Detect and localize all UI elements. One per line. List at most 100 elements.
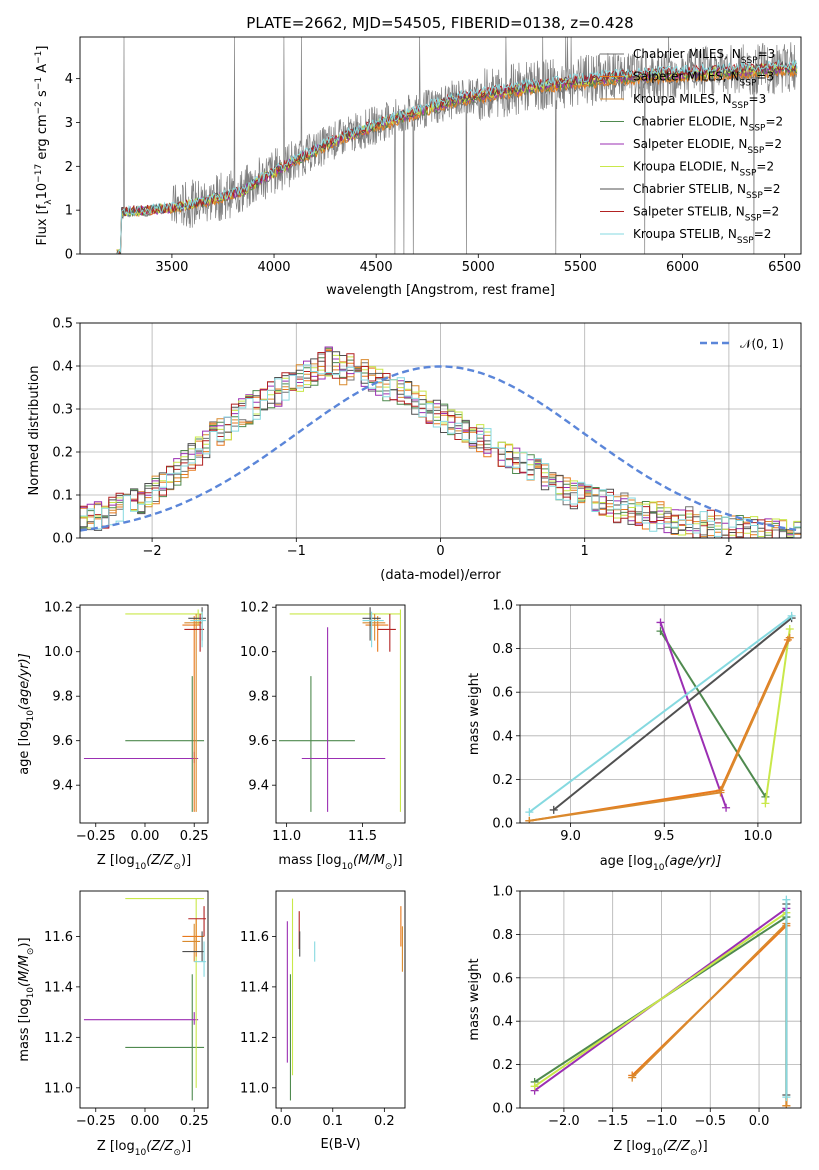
x-tick-label: 6000 bbox=[666, 260, 699, 275]
y-axis-label: mass weight bbox=[467, 958, 482, 1040]
x-axis-label: E(B-V) bbox=[320, 1137, 360, 1152]
weight-marker bbox=[761, 799, 770, 808]
y-tick-label: 10.0 bbox=[44, 645, 73, 660]
residuals-axes: −2 −1 0 1 2 0.0 0.1 0.2 0.3 0.4 0.5 bbox=[52, 317, 801, 559]
weight-marker bbox=[716, 788, 725, 797]
x-tick-label: 9.0 bbox=[560, 829, 581, 844]
spectrum-axes: 3500 4000 4500 5000 5500 6000 6500 0 1 2 3 4 bbox=[65, 72, 801, 275]
legend-entry: Kroupa STELIB, NSSP=2 bbox=[633, 227, 771, 246]
y-tick-label: 0.8 bbox=[492, 642, 513, 657]
weight-marker bbox=[525, 816, 534, 823]
histogram-series bbox=[80, 351, 801, 538]
legend-entry: Chabrier STELIB, NSSP=2 bbox=[633, 182, 781, 201]
x-tick-label: 0.0 bbox=[271, 1114, 292, 1129]
weight-marker bbox=[628, 1073, 637, 1082]
x-tick-label: 0.2 bbox=[374, 1114, 395, 1129]
weight-marker bbox=[785, 633, 794, 642]
y-tick-label: 9.8 bbox=[248, 690, 269, 705]
x-tick-label: 5000 bbox=[462, 260, 495, 275]
weight-line bbox=[534, 911, 787, 1088]
x-axis-label: mass [log10(M/M⊙)] bbox=[278, 853, 402, 872]
x-tick-label: −1 bbox=[287, 544, 306, 559]
legend-entry: 𝒩(0, 1) bbox=[740, 337, 784, 351]
x-axis-label: Z [log10(Z/Z⊙)] bbox=[97, 1139, 191, 1158]
legend-entry: Salpeter MILES, NSSP=3 bbox=[633, 70, 774, 89]
legend-entry: Kroupa ELODIE, NSSP=2 bbox=[633, 160, 774, 179]
y-tick-label: 0.6 bbox=[492, 971, 513, 986]
z-age-frame bbox=[79, 604, 209, 824]
x-tick-label: 11.5 bbox=[348, 829, 377, 844]
y-tick-label: 0.4 bbox=[52, 360, 73, 375]
z-age-axes: −0.25 0.00 0.25 9.4 9.6 9.8 10.0 10.2 bbox=[44, 601, 209, 844]
weight-line bbox=[659, 630, 767, 798]
weight-marker bbox=[656, 618, 665, 627]
x-tick-label: 10.0 bbox=[743, 829, 772, 844]
x-tick-label: 0.00 bbox=[131, 1114, 160, 1129]
mass-age-errorbars bbox=[279, 607, 401, 812]
age-weight-series bbox=[525, 611, 796, 823]
y-tick-label: 4 bbox=[65, 72, 73, 87]
y-tick-label: 11.4 bbox=[44, 980, 73, 995]
histogram-series bbox=[80, 364, 801, 538]
weight-marker bbox=[525, 808, 534, 817]
x-tick-label: 11.0 bbox=[272, 829, 301, 844]
legend-entry: Chabrier MILES, NSSP=3 bbox=[633, 47, 775, 66]
y-tick-label: 0.0 bbox=[492, 1102, 513, 1117]
age-weight-frame bbox=[519, 604, 802, 824]
weight-line bbox=[553, 617, 793, 811]
y-tick-label: 0.2 bbox=[52, 446, 73, 461]
x-tick-label: 0.00 bbox=[131, 829, 160, 844]
y-axis-label: Normed distribution bbox=[27, 366, 42, 496]
y-tick-label: 0 bbox=[65, 248, 73, 263]
y-tick-label: 10.0 bbox=[240, 645, 269, 660]
x-tick-label: 0.1 bbox=[322, 1114, 343, 1129]
y-tick-label: 2 bbox=[65, 160, 73, 175]
weight-line bbox=[764, 628, 791, 804]
mass-age-frame bbox=[275, 604, 406, 824]
z-age-errorbars bbox=[83, 607, 207, 812]
y-tick-label: 1 bbox=[65, 204, 73, 219]
x-tick-label: 0.25 bbox=[180, 829, 209, 844]
y-tick-label: 10.2 bbox=[240, 601, 269, 616]
y-tick-label: 9.6 bbox=[248, 734, 269, 749]
residuals-frame bbox=[79, 322, 802, 539]
y-tick-label: 11.2 bbox=[240, 1031, 269, 1046]
weight-line bbox=[529, 637, 791, 822]
weight-marker bbox=[782, 1093, 791, 1102]
z-mass-axes: −0.25 0.00 0.25 11.0 11.2 11.4 11.6 bbox=[44, 930, 209, 1129]
y-tick-label: 9.4 bbox=[52, 779, 73, 794]
y-tick-label: 0.0 bbox=[52, 532, 73, 547]
z-weight-axes: −2.0 −1.5 −1.0 −0.5 0.0 0.0 0.2 0.4 0.6 0.8 1.0 bbox=[492, 885, 801, 1129]
x-axis-label: age [log10(age/yr)] bbox=[600, 854, 722, 873]
y-tick-label: 9.8 bbox=[52, 690, 73, 705]
x-tick-label: −2 bbox=[143, 544, 162, 559]
weight-marker bbox=[722, 803, 731, 812]
x-tick-label: −0.25 bbox=[76, 1114, 116, 1129]
x-axis-label: Z [log10(Z/Z⊙)] bbox=[97, 853, 191, 872]
y-axis-label: Flux [fλ10−17 erg cm−2 s−1 A−1] bbox=[34, 46, 54, 246]
x-tick-label: −0.5 bbox=[694, 1114, 726, 1129]
y-tick-label: 0.5 bbox=[52, 317, 73, 332]
histogram-series bbox=[80, 347, 801, 538]
y-tick-label: 9.6 bbox=[52, 734, 73, 749]
weight-marker bbox=[782, 1101, 791, 1108]
histogram-series bbox=[80, 348, 801, 538]
z-mass-frame bbox=[79, 890, 209, 1109]
y-tick-label: 0.4 bbox=[492, 729, 513, 744]
y-axis-label: mass weight bbox=[467, 673, 482, 755]
x-tick-label: −1.5 bbox=[597, 1114, 629, 1129]
y-tick-label: 11.2 bbox=[44, 1031, 73, 1046]
y-tick-label: 11.6 bbox=[44, 930, 73, 945]
y-tick-label: 10.2 bbox=[44, 601, 73, 616]
y-tick-label: 0.0 bbox=[492, 817, 513, 832]
y-tick-label: 1.0 bbox=[492, 599, 513, 614]
normal-curve bbox=[80, 365, 799, 532]
y-tick-label: 11.6 bbox=[240, 930, 269, 945]
y-tick-label: 3 bbox=[65, 116, 73, 131]
x-tick-label: 4500 bbox=[360, 260, 393, 275]
z-weight-series bbox=[530, 895, 791, 1108]
model-line bbox=[116, 59, 798, 254]
spectrum-legend: Chabrier MILES, NSSP=3 Salpeter MILES, NS… bbox=[600, 47, 783, 246]
legend-entry: Kroupa MILES, NSSP=3 bbox=[633, 92, 766, 111]
